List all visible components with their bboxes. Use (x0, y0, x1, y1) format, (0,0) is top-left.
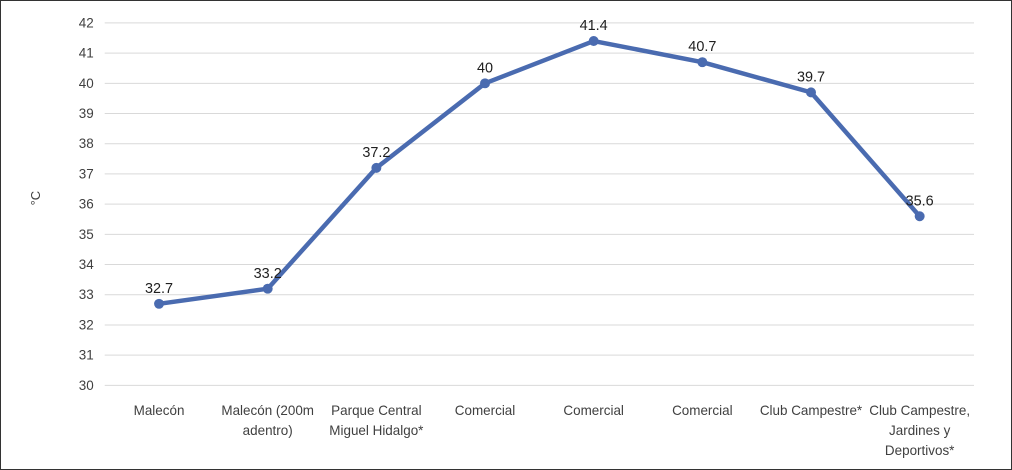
data-label: 39.7 (797, 69, 825, 85)
data-point-marker (806, 87, 816, 98)
y-tick-label: 42 (79, 15, 94, 30)
x-category-label: adentro) (243, 423, 293, 438)
data-label: 41.4 (580, 18, 608, 34)
y-tick-label: 36 (79, 197, 94, 212)
y-tick-label: 33 (79, 287, 94, 302)
data-label: 35.6 (906, 193, 934, 209)
y-tick-label: 32 (79, 317, 94, 332)
x-category-label: Miguel Hidalgo* (329, 423, 424, 438)
x-category-label: Club Campestre, (869, 403, 970, 418)
x-category-label: Malecón (134, 403, 185, 418)
x-category-label: Comercial (672, 403, 732, 418)
y-tick-label: 30 (79, 378, 94, 393)
x-category-label: Club Campestre* (760, 403, 863, 418)
data-point-marker (371, 162, 382, 173)
x-category-label: Jardines y (889, 423, 951, 438)
y-tick-label: 41 (79, 46, 94, 61)
data-label: 33.2 (254, 266, 282, 282)
series-line (156, 38, 922, 307)
data-label: 40.7 (688, 39, 716, 55)
y-tick-label: 40 (79, 76, 94, 91)
y-tick-label: 31 (79, 348, 94, 363)
data-point-marker (588, 36, 599, 47)
data-label: 40 (477, 60, 493, 76)
y-tick-label: 39 (79, 106, 94, 121)
x-category-label: Deportivos* (885, 443, 955, 458)
data-label: 32.7 (145, 281, 173, 297)
y-tick-label: 38 (79, 136, 94, 151)
data-point-marker (914, 211, 925, 222)
data-point-marker (154, 298, 165, 309)
data-point-marker (262, 283, 273, 294)
data-point-marker (697, 57, 708, 68)
data-point-marker (480, 78, 491, 89)
y-tick-label: 37 (79, 166, 94, 181)
x-category-label: Comercial (455, 403, 515, 418)
x-category-label: Parque Central (331, 403, 421, 418)
y-tick-label: 34 (79, 257, 94, 272)
data-label: 37.2 (362, 145, 390, 161)
x-category-label: Malecón (200m (221, 403, 314, 418)
y-axis-title: °C (28, 191, 43, 206)
y-tick-label: 35 (79, 227, 94, 242)
x-category-label: Comercial (563, 403, 623, 418)
